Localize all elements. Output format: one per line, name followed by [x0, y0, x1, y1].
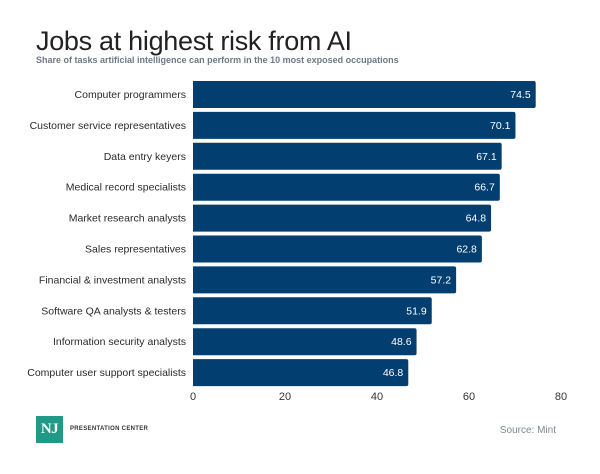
value-label: 64.8 — [466, 213, 487, 225]
chart-subtitle: Share of tasks artificial intelligence c… — [36, 55, 399, 65]
value-label: 70.1 — [490, 120, 511, 132]
chart-title: Jobs at highest risk from AI — [36, 26, 352, 56]
category-label: Customer service representatives — [30, 120, 186, 132]
x-tick-label: 0 — [190, 391, 196, 403]
category-label: Sales representatives — [85, 244, 186, 256]
bar — [193, 266, 457, 294]
category-label: Market research analysts — [69, 213, 186, 225]
value-label: 51.9 — [406, 305, 427, 317]
category-label: Financial & investment analysts — [39, 274, 186, 286]
category-label: Computer programmers — [75, 89, 186, 101]
bar — [193, 235, 482, 263]
value-label: 48.6 — [391, 336, 412, 348]
value-label: 66.7 — [474, 182, 495, 194]
category-label: Medical record specialists — [66, 182, 186, 194]
bar — [193, 359, 409, 387]
bar — [193, 81, 536, 108]
value-label: 67.1 — [476, 151, 497, 163]
category-label: Data entry keyers — [104, 151, 186, 163]
x-tick-label: 40 — [371, 391, 383, 403]
bar — [193, 297, 432, 325]
bar — [193, 204, 492, 232]
value-label: 57.2 — [431, 274, 452, 286]
category-label: Computer user support specialists — [27, 367, 186, 379]
value-label: 74.5 — [510, 89, 531, 101]
value-label: 46.8 — [383, 367, 404, 379]
category-label: Information security analysts — [53, 336, 186, 348]
bar — [193, 111, 516, 139]
nj-logo-icon: NJ — [36, 416, 63, 443]
bar — [193, 328, 417, 356]
logo-text: PRESENTATION CENTER — [70, 426, 149, 432]
value-label: 62.8 — [456, 244, 477, 256]
bar — [193, 142, 502, 170]
category-label: Software QA analysts & testers — [41, 305, 186, 317]
x-tick-label: 20 — [279, 391, 291, 403]
x-tick-label: 60 — [463, 391, 475, 403]
source-note: Source: Mint — [499, 425, 556, 436]
x-tick-label: 80 — [555, 391, 567, 403]
bar — [193, 173, 500, 201]
